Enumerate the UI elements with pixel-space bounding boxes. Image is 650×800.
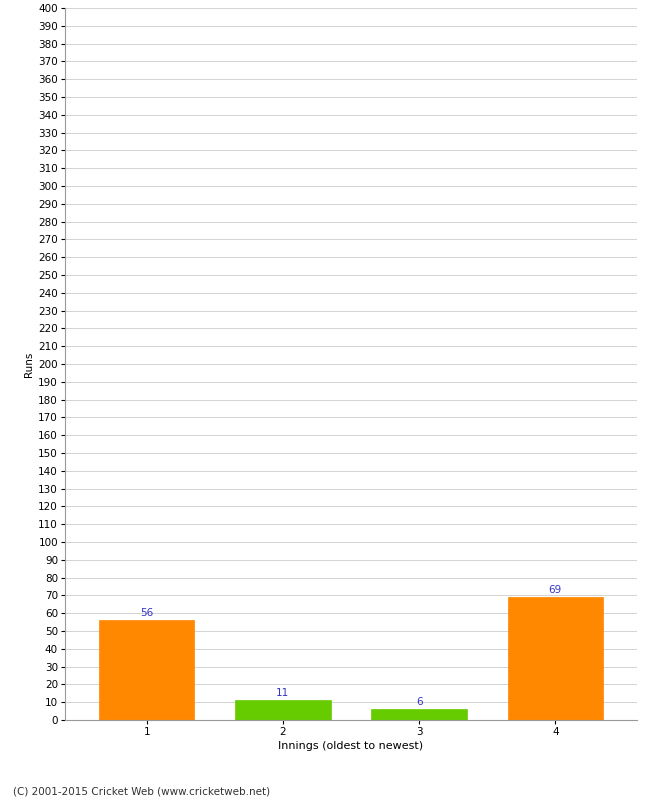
Text: 69: 69 xyxy=(549,585,562,594)
Bar xyxy=(371,710,467,720)
Y-axis label: Runs: Runs xyxy=(24,351,34,377)
Text: 11: 11 xyxy=(276,688,289,698)
Bar xyxy=(235,701,331,720)
Text: 6: 6 xyxy=(416,697,422,706)
X-axis label: Innings (oldest to newest): Innings (oldest to newest) xyxy=(278,741,424,751)
Text: 56: 56 xyxy=(140,608,153,618)
Bar xyxy=(99,620,194,720)
Bar xyxy=(508,597,603,720)
Text: (C) 2001-2015 Cricket Web (www.cricketweb.net): (C) 2001-2015 Cricket Web (www.cricketwe… xyxy=(13,786,270,796)
